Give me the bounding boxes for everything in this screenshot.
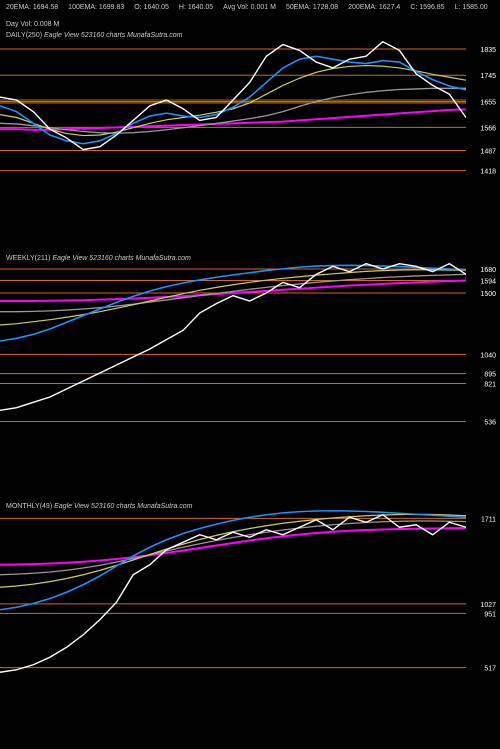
series-ema50: [0, 270, 466, 325]
panel-spacer: [0, 453, 500, 501]
chart-svg-monthly: 1711 1027 951 517: [0, 501, 500, 701]
level-label: 1680: [480, 267, 496, 274]
level-label: 1040: [480, 352, 496, 359]
panel-spacer: [0, 701, 500, 749]
ema-header: 20EMA: 1694.58 100EMA: 1699.83 O: 1640.0…: [0, 0, 500, 30]
level-label: 1566: [480, 125, 496, 132]
panel-title-monthly: MONTHLY(49) Eagle View 523160 charts Mun…: [6, 503, 193, 510]
panel-spacer: [0, 205, 500, 253]
level-label: 951: [484, 611, 496, 618]
chart-svg-weekly: 1680 1594 1500 1040 895 821 536: [0, 253, 500, 453]
level-label: 1027: [480, 602, 496, 609]
level-label: 1594: [480, 278, 496, 285]
level-label: 1711: [481, 516, 496, 523]
level-label: 517: [484, 666, 496, 673]
series-price: [0, 264, 466, 411]
level-label: 895: [484, 372, 496, 379]
series-ema200: [0, 280, 466, 301]
open-label: O: 1640.05: [134, 4, 169, 11]
chart-panel-daily: DAILY(250) Eagle View 523160 charts Muna…: [0, 30, 500, 205]
level-label: 1500: [480, 291, 496, 298]
ema200-label: 200EMA: 1627.4: [348, 4, 400, 11]
dayvol-label: Day Vol: 0.008 M: [6, 21, 59, 28]
series-ema200: [0, 528, 466, 565]
level-label: 1418: [480, 169, 496, 176]
level-label: 536: [484, 420, 496, 427]
chart-svg-daily: 1835 1745 1655 1566 1487 1418: [0, 30, 500, 205]
series-ema200: [0, 109, 466, 129]
chart-panel-monthly: MONTHLY(49) Eagle View 523160 charts Mun…: [0, 501, 500, 701]
panel-title-weekly: WEEKLY(211) Eagle View 523160 charts Mun…: [6, 255, 191, 262]
low-label: L: 1585.00: [455, 4, 488, 11]
level-label: 1745: [480, 73, 496, 80]
avgvol-label: Avg Vol: 0.001 M: [223, 4, 276, 11]
chart-panel-weekly: WEEKLY(211) Eagle View 523160 charts Mun…: [0, 253, 500, 453]
level-label: 1835: [480, 47, 496, 54]
close-label: C: 1596.85: [410, 4, 444, 11]
panel-title-daily: DAILY(250) Eagle View 523160 charts Muna…: [6, 32, 182, 39]
ema20-label: 20EMA: 1694.58: [6, 4, 58, 11]
level-label: 1487: [480, 148, 496, 155]
series-price: [0, 515, 466, 673]
ema100-label: 100EMA: 1699.83: [68, 4, 124, 11]
ema50-label: 50EMA: 1728.08: [286, 4, 338, 11]
high-label: H: 1640.05: [179, 4, 213, 11]
chart-panels: DAILY(250) Eagle View 523160 charts Muna…: [0, 30, 500, 749]
level-label: 821: [484, 382, 496, 389]
series-ema100: [0, 88, 466, 133]
level-label: 1655: [480, 99, 496, 106]
